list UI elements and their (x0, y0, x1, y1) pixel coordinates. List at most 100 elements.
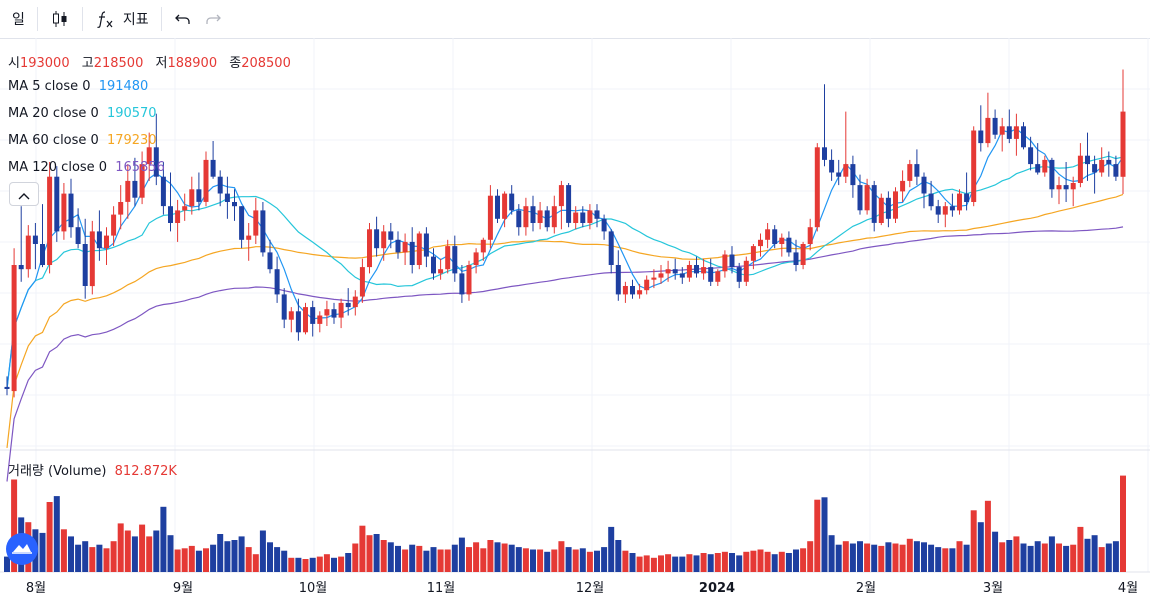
volume-bar (380, 540, 387, 572)
candle-body (694, 265, 699, 274)
candle-body (196, 189, 202, 202)
candle-body (232, 202, 237, 207)
candle-body (210, 159, 216, 177)
chevron-up-icon (18, 185, 30, 204)
volume-bar (167, 535, 174, 572)
volume-bar (316, 556, 323, 572)
volume-bar (551, 549, 558, 572)
time-axis-label: 10월 (299, 581, 328, 596)
ma60-label: MA 60 close 0 (8, 133, 99, 148)
undo-icon (174, 10, 192, 28)
open-value: 193000 (19, 56, 70, 71)
tradingview-logo[interactable] (6, 533, 38, 565)
high-value: 218500 (93, 56, 144, 71)
candle-body (324, 309, 330, 316)
candle-body (843, 164, 849, 177)
candle-body (118, 202, 124, 215)
candle-body (587, 210, 593, 223)
fx-icon (95, 9, 115, 29)
candle-body (452, 246, 458, 274)
volume-bar (949, 548, 956, 572)
ma5-legend[interactable]: MA 5 close 0 191480 (8, 79, 156, 94)
time-axis-label: 2월 (856, 581, 876, 596)
volume-bar (60, 529, 67, 572)
volume-bar (501, 543, 508, 572)
volume-bar (537, 549, 544, 572)
ma120-legend[interactable]: MA 120 close 0 165856 (8, 160, 173, 175)
volume-bar (103, 548, 110, 572)
volume-bar (68, 536, 74, 572)
close-label: 종 (229, 56, 242, 71)
volume-bar (530, 549, 536, 572)
candle-body (409, 241, 415, 265)
collapse-legend-button[interactable] (9, 182, 39, 206)
volume-bar (231, 540, 238, 572)
candle-body (1028, 147, 1034, 165)
candle-body (878, 197, 884, 223)
candle-body (1049, 159, 1055, 190)
candle-body (1006, 126, 1012, 139)
volume-bar (650, 557, 657, 572)
volume-bar (800, 548, 807, 572)
candle-body (402, 241, 408, 253)
redo-button[interactable] (198, 0, 234, 38)
ma20-legend[interactable]: MA 20 close 0 190570 (8, 106, 165, 121)
undo-button[interactable] (162, 0, 198, 38)
candle-body (182, 206, 188, 211)
candle-body (1120, 111, 1126, 177)
candle-body (594, 210, 600, 219)
chart-type-button[interactable] (38, 0, 82, 38)
volume-bar (721, 551, 728, 572)
ohlc-legend: 시193000 고218500 저188900 종208500 (8, 52, 299, 71)
candle-body (153, 147, 159, 177)
time-axis-label: 4월 (1118, 581, 1138, 596)
candle-body (423, 233, 429, 257)
candle-body (1085, 155, 1090, 165)
volume-bar (188, 545, 195, 572)
volume-bar (402, 549, 409, 572)
volume-bar (480, 548, 487, 572)
volume-bar (942, 548, 949, 572)
candle-body (686, 265, 692, 278)
volume-bar (594, 550, 600, 572)
volume-bar (750, 550, 757, 572)
candle-body (601, 218, 607, 232)
candle-body (111, 214, 117, 236)
candle-body (644, 279, 650, 291)
candle-body (743, 260, 749, 282)
volume-bar (658, 555, 664, 572)
volume-bar (835, 544, 842, 572)
price-chart[interactable]: 8월 9월 10월 11월 12월 2024 2월 3월 4월 (0, 38, 1150, 598)
ma60-legend[interactable]: MA 60 close 0 179230 (8, 133, 165, 148)
candle-body (68, 193, 74, 228)
volume-bar (842, 541, 849, 572)
volume-bar (181, 548, 188, 572)
volume-legend[interactable]: 거래량 (Volume) 812.872K (8, 460, 185, 479)
volume-bar (956, 541, 963, 572)
volume-bar (615, 540, 622, 572)
candle-body (487, 195, 493, 240)
indicators-button[interactable]: 지표 (83, 0, 161, 38)
candle-body (125, 180, 131, 202)
ma5-value: 191480 (98, 79, 149, 94)
volume-bar (629, 553, 636, 572)
volume-bar (793, 549, 799, 572)
volume-bar (345, 553, 352, 572)
candle-body (1035, 164, 1041, 173)
volume-bar (444, 549, 451, 572)
volume-bar (1105, 543, 1112, 572)
volume-bar (849, 543, 856, 572)
volume-bar (743, 551, 750, 572)
ma120-value: 165856 (115, 160, 165, 175)
volume-bar (977, 522, 984, 572)
volume-bar (1098, 547, 1105, 572)
toolbar-divider (81, 7, 83, 31)
volume-bar (601, 547, 608, 572)
volume-bar (1063, 545, 1070, 572)
logo-icon (11, 540, 33, 559)
volume-bar (53, 496, 60, 572)
volume-bar (366, 535, 373, 572)
candle-body (331, 309, 337, 318)
interval-button[interactable]: 일 (0, 0, 37, 38)
candle-body (679, 273, 685, 278)
